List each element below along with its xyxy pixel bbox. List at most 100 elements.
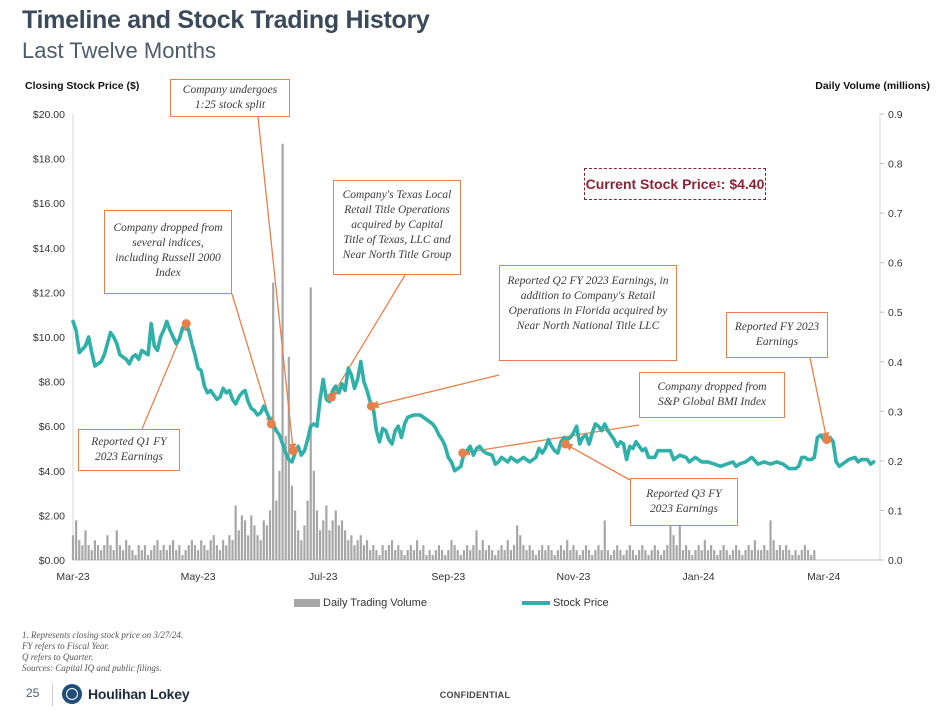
volume-bar — [500, 545, 503, 560]
volume-bar — [613, 550, 616, 560]
y-tick-label: $0.00 — [39, 555, 65, 567]
volume-bar — [788, 550, 791, 560]
volume-bar — [409, 545, 412, 560]
volume-bar — [150, 550, 153, 560]
volume-bar — [669, 500, 672, 560]
volume-bar — [703, 540, 706, 560]
page-title: Timeline and Stock Trading History — [22, 6, 430, 34]
event-marker — [181, 319, 191, 329]
volume-bar — [497, 550, 500, 560]
volume-bar — [481, 540, 484, 560]
callout-arrow — [370, 374, 500, 409]
volume-bar — [597, 545, 600, 560]
event-markers — [181, 319, 832, 458]
volume-bar — [115, 530, 118, 560]
volume-bar — [491, 550, 494, 560]
annotation-q1-earnings: Reported Q1 FY 2023 Earnings — [78, 429, 180, 471]
volume-bar — [140, 550, 143, 560]
volume-bar — [309, 287, 312, 560]
volume-bar — [769, 520, 772, 560]
volume-bar — [697, 545, 700, 560]
volume-bar — [372, 545, 375, 560]
x-tick-label: Nov-23 — [557, 571, 591, 583]
volume-bar — [243, 520, 247, 560]
volume-bar — [112, 550, 115, 560]
volume-bar — [162, 545, 165, 560]
volume-bar — [541, 545, 544, 560]
volume-bar — [525, 550, 528, 560]
volume-bar — [688, 550, 691, 560]
axis-ticks: $0.00 $2.00 $4.00 $6.00 $8.00 $10.00 $12.00 $14… — [33, 109, 903, 583]
volume-bar — [462, 550, 466, 560]
annotation-dropped-indices: Company dropped from several indices, in… — [104, 210, 232, 294]
volume-bar — [231, 540, 234, 560]
volume-bar — [600, 550, 603, 560]
volume-bar — [475, 530, 478, 560]
y-tick-label: $2.00 — [39, 510, 65, 522]
volume-bar — [425, 555, 428, 560]
volume-bar — [716, 555, 719, 560]
volume-bar — [766, 550, 769, 560]
volume-bar — [353, 545, 356, 560]
volume-bar — [584, 545, 588, 560]
volume-bar — [356, 540, 359, 560]
volume-bar — [691, 555, 694, 560]
volume-bar — [384, 550, 387, 560]
volume-bar — [87, 545, 90, 560]
annotation-q3-earnings: Reported Q3 FY 2023 Earnings — [630, 478, 738, 526]
volume-bar — [650, 550, 653, 560]
volume-bar — [647, 555, 650, 560]
volume-bar — [275, 500, 278, 560]
y2-tick-label: 0.3 — [888, 406, 903, 418]
volume-bar — [200, 540, 203, 560]
volume-bar — [159, 550, 162, 560]
volume-bar — [359, 535, 362, 560]
volume-bar — [400, 550, 403, 560]
volume-bar — [437, 545, 441, 560]
annotation-fy-earnings: Reported FY 2023 Earnings — [726, 312, 828, 358]
volume-bar — [747, 545, 750, 560]
legend-price-label: Stock Price — [553, 597, 609, 609]
y2-tick-label: 0.9 — [888, 109, 903, 121]
volume-bar — [225, 545, 228, 560]
volume-bar — [181, 555, 184, 560]
y2-tick-label: 0.2 — [888, 456, 903, 468]
volume-bar — [118, 545, 122, 560]
volume-bar — [472, 545, 475, 560]
event-marker — [266, 419, 276, 429]
volume-bar — [419, 550, 422, 560]
callout-arrow — [564, 443, 631, 481]
volume-bar — [175, 550, 178, 560]
callout-arrow — [330, 274, 406, 398]
volume-bar — [84, 530, 87, 560]
current-price-value: : $4.40 — [720, 176, 765, 192]
volume-bar — [190, 540, 193, 560]
volume-bar — [415, 540, 419, 560]
volume-bar — [606, 550, 609, 560]
volume-bar — [284, 436, 287, 560]
x-tick-label: Sep-23 — [431, 571, 465, 583]
volume-bar — [453, 545, 456, 560]
volume-bar — [544, 550, 547, 560]
volume-bar — [212, 535, 215, 560]
volume-bar — [369, 550, 372, 560]
current-price-label: Current Stock Price — [585, 176, 717, 192]
volume-bar — [562, 550, 566, 560]
legend-volume-label: Daily Trading Volume — [323, 597, 427, 609]
footnote-4: Sources: Capital IQ and public filings. — [22, 663, 162, 673]
volume-bar — [631, 550, 634, 560]
volume-bar — [293, 510, 297, 560]
volume-bar — [722, 545, 725, 560]
y-axis-title: Closing Stock Price ($) — [25, 80, 140, 92]
y2-tick-label: 0.7 — [888, 208, 903, 220]
volume-bar — [143, 545, 147, 560]
volume-bar — [259, 540, 262, 560]
volume-bar — [397, 545, 400, 560]
volume-bar — [265, 525, 269, 560]
volume-bar — [328, 530, 331, 560]
y2-tick-label: 0.8 — [888, 159, 903, 171]
volume-bar — [666, 545, 669, 560]
x-tick-label: Mar-24 — [807, 571, 840, 583]
volume-bar — [484, 550, 487, 560]
volume-bar — [90, 550, 93, 560]
